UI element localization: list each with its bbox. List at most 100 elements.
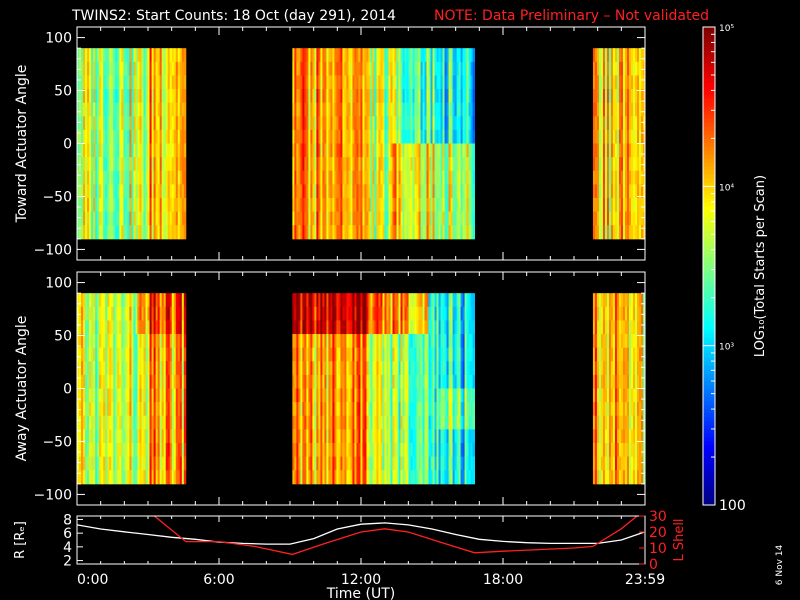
heatmap-cell [394,293,397,308]
heatmap-cell [354,170,357,185]
heatmap-cell [127,334,130,349]
heatmap-cell [137,89,140,104]
heatmap-cell [450,61,453,76]
heatmap-cell [472,442,475,458]
heatmap-cell [97,75,100,90]
heatmap-cell [79,293,82,308]
heatmap-cell [153,75,157,90]
heatmap-cell [151,347,155,362]
heatmap-cell [643,170,646,185]
heatmap-cell [161,157,165,172]
heatmap-cell [153,374,157,389]
heatmap-cell [105,429,108,444]
heatmap-cell [404,170,407,185]
heatmap-cell [464,334,467,349]
heatmap-cell [127,225,130,240]
heatmap-cell [456,456,459,471]
heatmap-cell [640,415,644,430]
heatmap-cell [368,75,371,90]
heatmap-cell [408,470,411,485]
heatmap-cell [91,143,94,158]
heatmap-cell [630,89,634,104]
heatmap-cell [352,184,355,199]
heatmap-cell [326,116,329,131]
heatmap-cell [352,442,355,458]
heatmap-cell [346,361,349,376]
heatmap-cell [643,293,646,308]
heatmap-cell [416,197,419,213]
heatmap-cell [79,102,82,117]
heatmap-cell [161,75,165,90]
heatmap-cell [640,184,644,199]
heatmap-cell [135,102,138,117]
heatmap-cell [414,225,417,240]
heatmap-cell [610,102,614,117]
heatmap-cell [400,211,403,226]
heatmap-cell [338,388,341,403]
heatmap-cell [600,157,604,172]
heatmap-cell [95,456,98,471]
heatmap-cell [626,61,630,76]
heatmap-cell [175,361,179,376]
heatmap-cell [462,293,465,308]
heatmap-cell [352,347,355,362]
heatmap-cell [404,320,407,335]
heatmap-cell [83,293,86,308]
heatmap-cell [81,306,84,321]
heatmap-cell [356,334,359,349]
heatmap-cell [602,429,606,444]
heatmap-cell [446,306,449,321]
heatmap-cell [420,157,423,172]
heatmap-cell [121,75,124,90]
heatmap-cell [87,402,90,417]
heatmap-cell [143,415,146,430]
heatmap-cell [179,374,183,389]
heatmap-cell [294,89,297,104]
heatmap-cell [592,402,596,417]
heatmap-cell [326,306,329,321]
heatmap-cell [444,184,447,199]
heatmap-cell [356,293,359,308]
heatmap-cell [594,470,598,485]
heatmap-cell [468,225,471,240]
heatmap-cell [179,157,183,172]
heatmap-cell [614,334,618,349]
heatmap-cell [322,456,325,471]
heatmap-cell [630,170,634,185]
heatmap-cell [155,211,159,226]
heatmap-cell [91,320,94,335]
heatmap-cell [119,129,122,144]
heatmap-cell [634,334,638,349]
heatmap-cell [374,388,377,403]
heatmap-cell [183,170,187,185]
heatmap-cell [304,388,307,403]
heatmap-cell [430,415,433,430]
heatmap-cell [456,116,459,131]
heatmap-cell [400,347,403,362]
heatmap-cell [183,442,187,458]
heatmap-cell [608,306,612,321]
heatmap-cell [308,89,311,104]
heatmap-cell [334,48,337,63]
heatmap-cell [300,293,303,308]
heatmap-cell [596,334,600,349]
heatmap-cell [77,184,80,199]
heatmap-cell [163,334,167,349]
heatmap-cell [424,48,427,63]
heatmap-cell [384,75,387,90]
heatmap-cell [466,442,469,458]
heatmap-cell [600,225,604,240]
heatmap-cell [175,388,179,403]
heatmap-cell [596,184,600,199]
heatmap-cell [378,211,381,226]
heatmap-cell [446,347,449,362]
heatmap-cell [143,306,146,321]
heatmap-cell [163,470,167,485]
heatmap-cell [105,102,108,117]
heatmap-cell [418,442,421,458]
heatmap-cell [294,211,297,226]
heatmap-cell [147,184,150,199]
heatmap-cell [294,415,297,430]
heatmap-cell [600,48,604,63]
heatmap-cell [470,429,473,444]
